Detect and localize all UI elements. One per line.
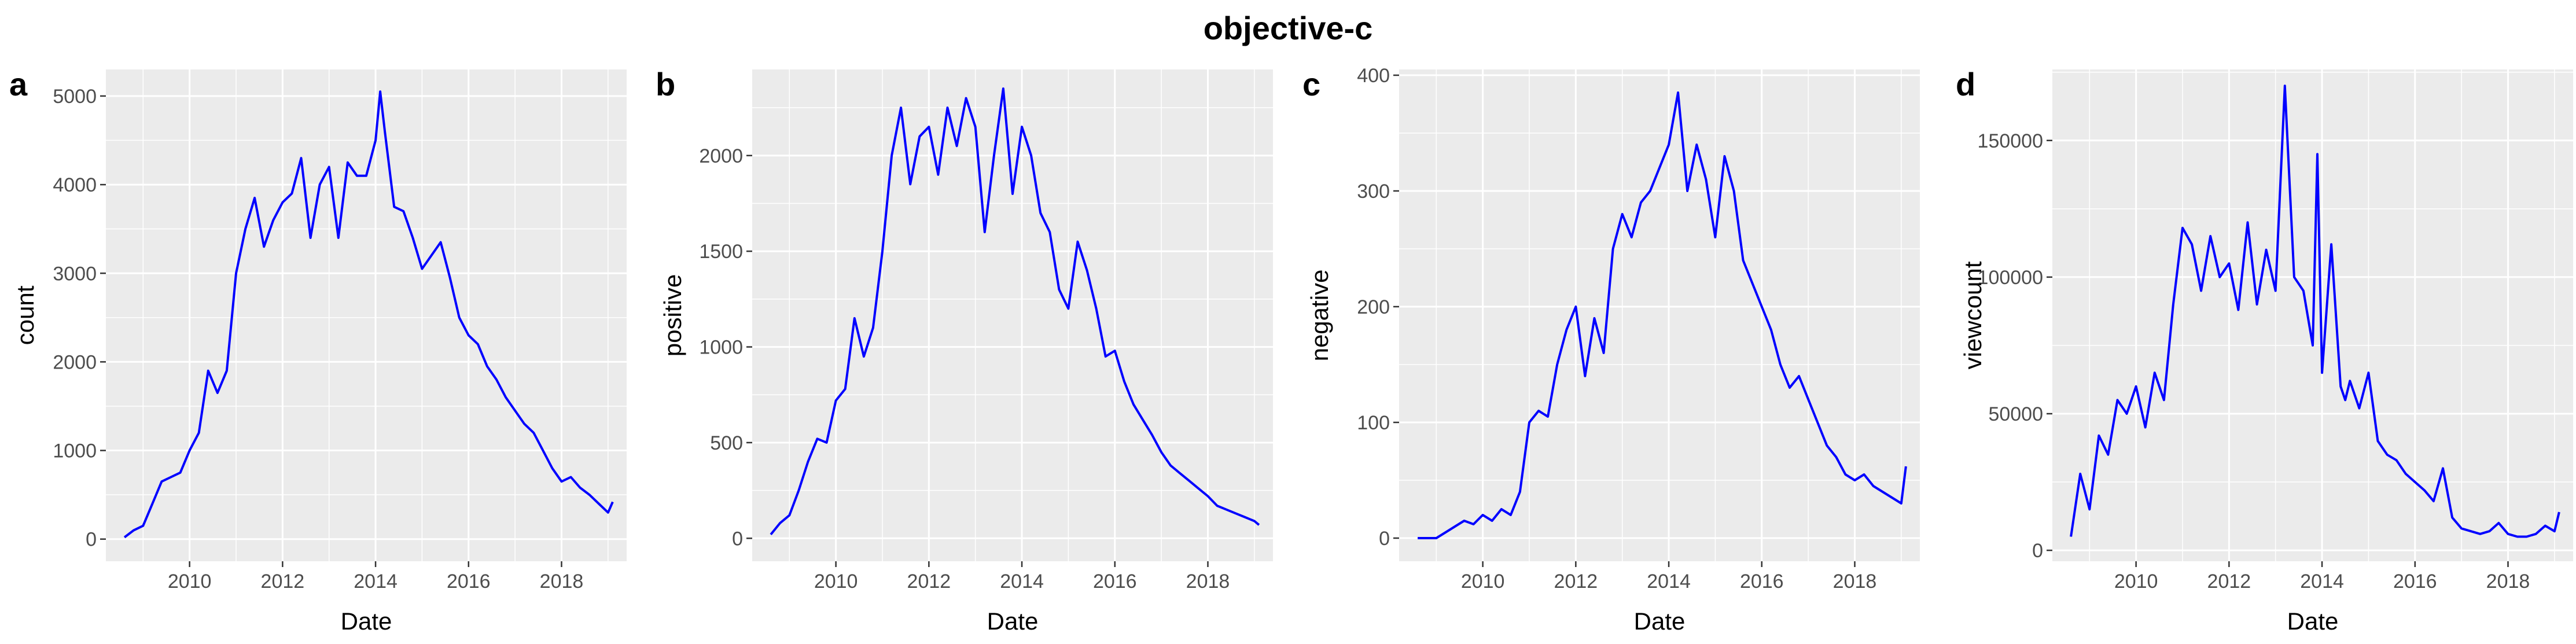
y-tick-label: 300	[1357, 181, 1390, 203]
y-tick-label: 5000	[53, 86, 97, 108]
y-tick-label: 150000	[1978, 130, 2043, 152]
y-axis-title: negative	[1306, 270, 1333, 362]
x-axis-title: Date	[987, 608, 1039, 635]
x-tick-label: 2018	[1186, 571, 1230, 593]
y-tick-label: 2000	[53, 351, 97, 373]
x-tick-label: 2012	[2207, 571, 2251, 593]
x-tick-label: 2014	[354, 571, 398, 593]
panel-tag-a: a	[9, 66, 28, 102]
x-tick-label: 2018	[540, 571, 584, 593]
y-tick-label: 50000	[1988, 403, 2043, 425]
y-tick-label: 200	[1357, 296, 1390, 318]
y-tick-label: 100	[1357, 412, 1390, 434]
x-tick-label: 2012	[261, 571, 305, 593]
x-tick-label: 2016	[1740, 571, 1784, 593]
x-tick-label: 2010	[814, 571, 858, 593]
x-tick-label: 2016	[1093, 571, 1137, 593]
panel-background	[1399, 69, 1920, 561]
panel-c: 2010 2012 2014 2016 2018 0 100 200 300 400 Date neg…	[1302, 65, 1920, 635]
x-tick-label: 2014	[1647, 571, 1691, 593]
panel-tag-d: d	[1956, 66, 1975, 102]
panel-d: 2010 2012 2014 2016 2018 0 50000 100000 150000 Da…	[1956, 66, 2573, 635]
x-tick-label: 2012	[907, 571, 951, 593]
panel-tag-c: c	[1302, 66, 1320, 102]
x-tick-label: 2010	[168, 571, 212, 593]
y-tick-label: 0	[2032, 540, 2043, 562]
panel-background	[752, 69, 1273, 561]
x-tick-label: 2012	[1554, 571, 1598, 593]
series-line-negative	[1418, 91, 1907, 539]
panel-background	[106, 69, 627, 561]
y-axis-title: positive	[659, 274, 686, 356]
y-tick-label: 500	[710, 432, 743, 454]
y-tick-label: 4000	[53, 174, 97, 196]
y-tick-label: 1000	[53, 440, 97, 462]
x-tick-label: 2016	[447, 571, 491, 593]
x-tick-label: 2016	[2393, 571, 2437, 593]
panel-a: 2010 2012 2014 2016 2018 0 1000 2000 3000 4000 500…	[9, 66, 627, 635]
panels: 2010 2012 2014 2016 201801000200030004000500…	[9, 65, 2573, 635]
series-line-count	[123, 90, 614, 539]
y-tick-label: 0	[732, 528, 743, 550]
panel-tag-b: b	[656, 66, 675, 102]
y-tick-label: 0	[86, 529, 97, 551]
panel-b: 2010 2012 2014 2016 2018 0 500 1000 1500 2000 Date…	[656, 66, 1273, 635]
series-line-positive	[770, 87, 1260, 535]
x-axis-title: Date	[2287, 608, 2339, 635]
x-tick-label: 2018	[2486, 571, 2530, 593]
x-axis-title: Date	[1634, 608, 1686, 635]
x-axis-title: Date	[341, 608, 392, 635]
figure-title: objective-c	[1204, 10, 1373, 46]
series-line-viewcount	[2070, 84, 2560, 538]
x-tick-label: 2010	[2114, 571, 2158, 593]
y-tick-label: 0	[1379, 528, 1390, 550]
y-tick-label: 1500	[699, 241, 743, 263]
y-tick-label: 400	[1357, 65, 1390, 87]
y-tick-label: 2000	[699, 145, 743, 167]
x-tick-label: 2014	[1000, 571, 1044, 593]
x-tick-label: 2018	[1833, 571, 1877, 593]
y-axis-title: count	[12, 285, 39, 345]
y-tick-label: 100000	[1978, 267, 2043, 289]
y-tick-label: 1000	[699, 337, 743, 359]
y-tick-label: 3000	[53, 263, 97, 285]
y-axis-title: viewcount	[1959, 261, 1986, 369]
x-tick-label: 2010	[1461, 571, 1505, 593]
x-tick-label: 2014	[2300, 571, 2344, 593]
